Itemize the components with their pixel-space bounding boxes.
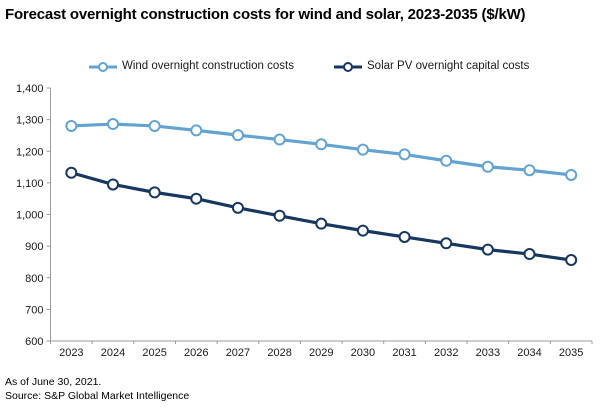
x-tick-label: 2034 [517,347,541,359]
data-point [481,243,494,256]
data-point [440,154,453,167]
y-tick-label: 800 [25,273,43,285]
legend-label-wind: Wind overnight construction costs [122,60,294,72]
legend-label-solar: Solar PV overnight capital costs [367,60,530,72]
data-point [273,133,286,146]
legend-item-wind: Wind overnight construction costs [88,58,294,74]
data-point [190,124,203,137]
source-line: Source: S&P Global Market Intelligence [5,390,190,402]
x-tick-label: 2030 [351,347,375,359]
y-tick-label: 1,400 [16,83,44,95]
chart-title: Forecast overnight construction costs fo… [5,6,526,23]
y-tick-label: 600 [25,336,43,348]
legend-item-solar: Solar PV overnight capital costs [333,58,529,74]
data-point [148,186,161,199]
as-of-date: As of June 30, 2021. [5,376,102,388]
data-point [65,166,78,179]
data-point [523,164,536,177]
y-tick-label: 1,100 [16,178,44,190]
x-tick-label: 2031 [392,347,416,359]
data-point [565,254,578,267]
x-tick-label: 2025 [142,347,166,359]
data-point [106,178,119,191]
series-wind [65,118,578,181]
data-point [106,118,119,131]
data-point [65,119,78,132]
y-tick-label: 900 [25,241,43,253]
y-tick-label: 1,200 [16,146,44,158]
y-tick-label: 1,300 [16,115,44,127]
data-point [565,168,578,181]
data-point [231,129,244,142]
x-tick-label: 2033 [476,347,500,359]
solar-legend-marker-icon [333,60,363,72]
data-point [190,192,203,205]
x-tick-label: 2024 [101,347,125,359]
data-point [273,209,286,222]
data-point [523,248,536,261]
data-point [315,217,328,230]
legend: Wind overnight construction costs Solar … [0,58,604,74]
x-tick-label: 2032 [434,347,458,359]
wind-legend-marker-icon [88,60,118,72]
data-point [481,160,494,173]
data-point [356,143,369,156]
footer: As of June 30, 2021. Source: S&P Global … [5,375,189,403]
x-tick-label: 2035 [559,347,583,359]
series-solar [65,166,578,267]
y-axis-ticks: 600 700 800 900 1,000 1,100 1,200 1,300 1,400 [16,83,51,348]
x-tick-label: 2027 [226,347,250,359]
x-tick-label: 2028 [267,347,291,359]
x-axis-ticks: 2023 2024 2025 2026 2027 2028 2029 2030 2031 2032… [50,341,593,359]
y-tick-label: 700 [25,304,43,316]
x-tick-label: 2026 [184,347,208,359]
data-point [148,119,161,132]
y-tick-label: 1,000 [16,210,44,222]
x-tick-label: 2029 [309,347,333,359]
data-point [231,201,244,214]
data-point [315,138,328,151]
data-point [398,230,411,243]
data-point [398,148,411,161]
data-point [440,237,453,250]
x-tick-label: 2023 [59,347,83,359]
data-point [356,224,369,237]
